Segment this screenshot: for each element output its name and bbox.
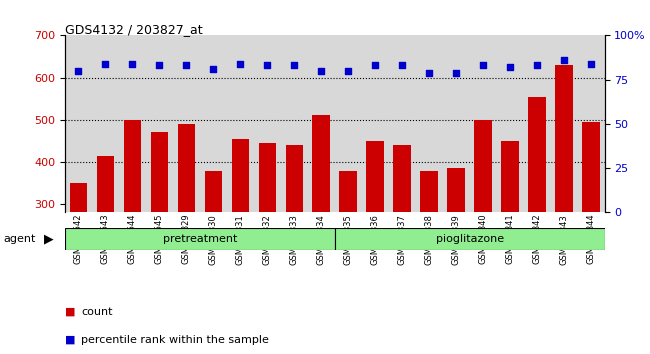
Bar xyxy=(308,35,335,212)
Bar xyxy=(177,124,195,330)
Bar xyxy=(285,145,303,330)
Bar xyxy=(497,35,524,212)
Bar xyxy=(70,183,87,330)
Text: ■: ■ xyxy=(65,335,75,345)
Bar xyxy=(313,115,330,330)
Text: percentile rank within the sample: percentile rank within the sample xyxy=(81,335,269,345)
Bar xyxy=(119,35,146,212)
Bar xyxy=(65,35,92,212)
Point xyxy=(316,68,326,74)
Bar xyxy=(231,139,249,330)
Point xyxy=(424,70,434,75)
Bar xyxy=(65,228,335,250)
Point xyxy=(235,61,246,67)
Bar xyxy=(443,35,470,212)
Text: ■: ■ xyxy=(65,307,75,316)
Bar xyxy=(259,143,276,330)
Bar xyxy=(474,120,492,330)
Bar xyxy=(146,35,173,212)
Point xyxy=(343,68,354,74)
Bar xyxy=(416,35,443,212)
Bar xyxy=(524,35,551,212)
Point xyxy=(100,61,110,67)
Point xyxy=(478,63,488,68)
Point xyxy=(451,70,462,75)
Text: ▶: ▶ xyxy=(44,233,54,245)
Point xyxy=(505,64,515,70)
Bar xyxy=(227,35,254,212)
Bar xyxy=(447,168,465,330)
Bar xyxy=(254,35,281,212)
Point xyxy=(127,61,138,67)
Bar xyxy=(367,141,384,330)
Bar xyxy=(577,35,605,212)
Text: pioglitazone: pioglitazone xyxy=(436,234,504,244)
Point xyxy=(208,66,218,72)
Bar xyxy=(361,35,389,212)
Bar xyxy=(501,141,519,330)
Bar xyxy=(335,228,604,250)
Bar xyxy=(92,35,119,212)
Point xyxy=(397,63,408,68)
Point xyxy=(73,68,84,74)
Point xyxy=(181,63,192,68)
Point xyxy=(532,63,542,68)
Bar xyxy=(393,145,411,330)
Point xyxy=(289,63,300,68)
Point xyxy=(262,63,272,68)
Bar xyxy=(335,35,361,212)
Bar xyxy=(151,132,168,330)
Point xyxy=(154,63,164,68)
Bar xyxy=(421,171,438,330)
Point xyxy=(586,61,596,67)
Bar xyxy=(173,35,200,212)
Bar xyxy=(551,35,577,212)
Bar xyxy=(555,65,573,330)
Bar xyxy=(124,120,141,330)
Text: GDS4132 / 203827_at: GDS4132 / 203827_at xyxy=(65,23,203,36)
Bar xyxy=(200,35,227,212)
Point xyxy=(370,63,380,68)
Bar xyxy=(205,171,222,330)
Bar xyxy=(582,122,600,330)
Text: agent: agent xyxy=(3,234,36,244)
Point xyxy=(559,57,569,63)
Text: count: count xyxy=(81,307,112,316)
Bar xyxy=(97,155,114,330)
Bar xyxy=(389,35,416,212)
Bar xyxy=(339,171,357,330)
Bar xyxy=(528,97,546,330)
Bar xyxy=(281,35,308,212)
Text: pretreatment: pretreatment xyxy=(162,234,237,244)
Bar xyxy=(470,35,497,212)
